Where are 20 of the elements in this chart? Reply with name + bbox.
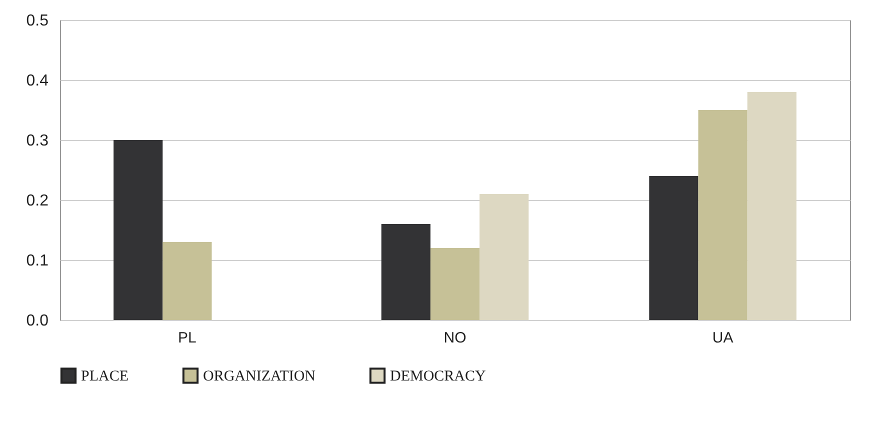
bar xyxy=(381,224,430,320)
legend-label: ORGANIZATION xyxy=(203,368,316,385)
bar xyxy=(747,92,796,320)
bar xyxy=(480,194,529,320)
bar xyxy=(162,242,212,320)
bar xyxy=(649,176,698,320)
y-tick-label: 0.4 xyxy=(26,72,49,90)
bar xyxy=(430,248,480,320)
bar xyxy=(698,110,748,320)
bar xyxy=(114,140,163,320)
y-tick-label: 0.5 xyxy=(26,12,49,30)
y-tick-label: 0.0 xyxy=(26,312,49,330)
x-tick-label: UA xyxy=(712,330,734,346)
y-tick-label: 0.2 xyxy=(26,192,49,210)
x-tick-label: PL xyxy=(178,330,196,346)
y-tick-label: 0.1 xyxy=(26,252,49,270)
x-tick-label: NO xyxy=(444,330,466,346)
legend-label: PLACE xyxy=(81,368,129,385)
y-tick-label: 0.3 xyxy=(26,132,49,150)
legend-label: DEMOCRACY xyxy=(390,368,486,385)
